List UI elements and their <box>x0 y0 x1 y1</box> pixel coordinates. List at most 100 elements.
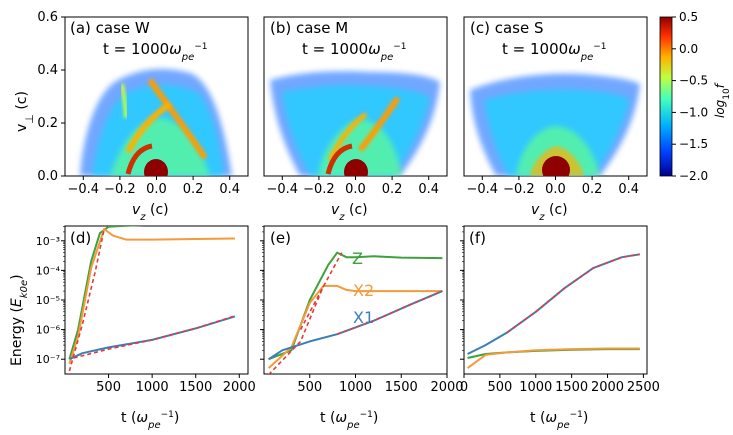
xtick-label: 500 <box>96 380 121 395</box>
xtick-label: 1000 <box>339 380 372 395</box>
ytick-label: 10⁻³ <box>36 235 60 248</box>
annotation-x1: X1 <box>353 308 374 327</box>
line-chart-f <box>467 253 640 369</box>
series-line-fit <box>506 253 640 334</box>
xtick-label: 0.2 <box>382 182 403 197</box>
xtick-label: 1500 <box>179 380 212 395</box>
top-ylabel: v⊥ (c) <box>14 91 36 132</box>
xtick-label: 0.2 <box>582 182 603 197</box>
series-line-x2 <box>467 347 640 369</box>
colorbar: 0.5 0.0 −0.5 −1.0 −1.5 −2.0 log10f <box>659 10 732 183</box>
heatmap-a-ridge1 <box>147 78 208 160</box>
panel-c-label: (c) case S <box>470 19 544 37</box>
colorbar-ticks: 0.5 0.0 −0.5 −1.0 −1.5 −2.0 <box>672 10 708 183</box>
heatmap-c-core <box>542 156 570 176</box>
series-line-fit <box>68 228 105 372</box>
ytick-label: 0.2 <box>37 116 58 131</box>
xtick-label: 2000 <box>223 380 256 395</box>
top-axes: −0.4 −0.2 0.0 0.2 0.4 0.0 0.2 0.4 0.6 −0.4 −0.2 0.0… <box>37 10 639 197</box>
panel-d-label: (d) <box>70 229 91 247</box>
panel-e-xlabel: t (ωpe−1) <box>320 410 378 431</box>
xtick-label: 2500 <box>627 380 660 395</box>
heatmap-panel-a <box>64 16 249 177</box>
heatmap-b-core <box>344 159 368 176</box>
xtick-label: 0.4 <box>219 182 240 197</box>
ytick-label: 10⁻⁶ <box>36 324 61 337</box>
series-line-fit <box>268 285 325 374</box>
panel-f-label: (f) <box>469 229 486 247</box>
ytick-label: 0.6 <box>37 10 58 25</box>
series-line-z <box>68 226 146 360</box>
line-chart-d <box>68 226 236 372</box>
series-line-fit <box>73 315 236 359</box>
xtick-label: 0.4 <box>618 182 639 197</box>
xtick-label: 0.0 <box>146 182 167 197</box>
annotation-z: Z <box>352 249 363 268</box>
colorbar-tick-label: −0.5 <box>679 74 708 88</box>
annotation-x2: X2 <box>353 281 374 300</box>
colorbar-label: log10f <box>713 82 732 118</box>
panel-e-label: (e) <box>270 229 291 247</box>
xtick-label: 0.0 <box>345 182 366 197</box>
panel-a-time: t = 1000ωpe−1 <box>103 40 208 63</box>
xtick-label: 0 <box>460 380 468 395</box>
heatmap-b-core-arc <box>325 143 353 175</box>
xtick-label: 1500 <box>555 380 588 395</box>
heatmap-a-core-arc <box>125 143 153 175</box>
xtick-label: 2000 <box>591 380 624 395</box>
series-line-x1 <box>68 315 236 361</box>
xtick-label: 500 <box>487 380 512 395</box>
xtick-label: −0.4 <box>467 182 499 197</box>
panel-b-label: (b) case M <box>270 19 348 37</box>
panel-d-xlabel: t (ωpe−1) <box>121 410 179 431</box>
ytick-label: 10⁻⁴ <box>36 264 61 277</box>
series-line-x2 <box>267 284 443 369</box>
panel-c-xlabel: vz (c) <box>531 202 568 223</box>
heatmap-panel-c <box>463 16 648 177</box>
bottom-ylabel: Energy (Ek0e) <box>9 274 30 366</box>
ytick-label: 0.4 <box>37 63 58 78</box>
colorbar-tick-label: 0.0 <box>679 42 698 56</box>
panel-a-label: (a) case W <box>70 19 150 37</box>
series-line-fit <box>336 290 443 335</box>
colorbar-tick-label: −2.0 <box>679 169 708 183</box>
xtick-label: 0.2 <box>183 182 204 197</box>
line-frame-f <box>463 225 648 375</box>
panel-f-xlabel: t (ωpe−1) <box>530 410 588 431</box>
xtick-label: 0.0 <box>545 182 566 197</box>
ytick-label: 0.0 <box>37 169 58 184</box>
ytick-label: 10⁻⁷ <box>36 353 60 366</box>
panel-c-time: t = 1000ωpe−1 <box>502 40 607 63</box>
heatmap-a-core <box>144 159 168 176</box>
colorbar-tick-label: 0.5 <box>679 10 698 24</box>
series-line-fit <box>299 252 343 330</box>
panel-b-time: t = 1000ωpe−1 <box>302 40 407 63</box>
series-line-x2 <box>68 228 235 365</box>
xtick-label: −0.2 <box>104 182 136 197</box>
heatmap-a-ridge2 <box>125 101 172 154</box>
panel-a-xlabel: vz (c) <box>132 202 169 223</box>
heatmap-panel-b <box>263 16 448 177</box>
line-frame-e <box>263 225 448 375</box>
colorbar-tick-label: −1.0 <box>679 105 708 119</box>
panel-b-xlabel: vz (c) <box>331 202 368 223</box>
heatmap-b-ridge2 <box>327 112 368 162</box>
xtick-label: 1500 <box>385 380 418 395</box>
ytick-label: 10⁻⁵ <box>36 294 60 307</box>
xtick-label: 0.4 <box>418 182 439 197</box>
xtick-label: −0.2 <box>303 182 335 197</box>
xtick-label: −0.4 <box>267 182 299 197</box>
heatmap-b-ridge1 <box>357 96 401 152</box>
xtick-label: 1000 <box>136 380 169 395</box>
xtick-label: 500 <box>297 380 322 395</box>
xtick-label: −0.4 <box>68 182 100 197</box>
xtick-label: −0.2 <box>503 182 535 197</box>
xtick-label: 2000 <box>430 380 463 395</box>
colorbar-gradient <box>659 16 673 177</box>
xtick-label: 1000 <box>519 380 552 395</box>
heatmap-a-ridge3 <box>120 83 128 119</box>
colorbar-tick-label: −1.5 <box>679 137 708 151</box>
line-chart-e <box>267 251 443 374</box>
